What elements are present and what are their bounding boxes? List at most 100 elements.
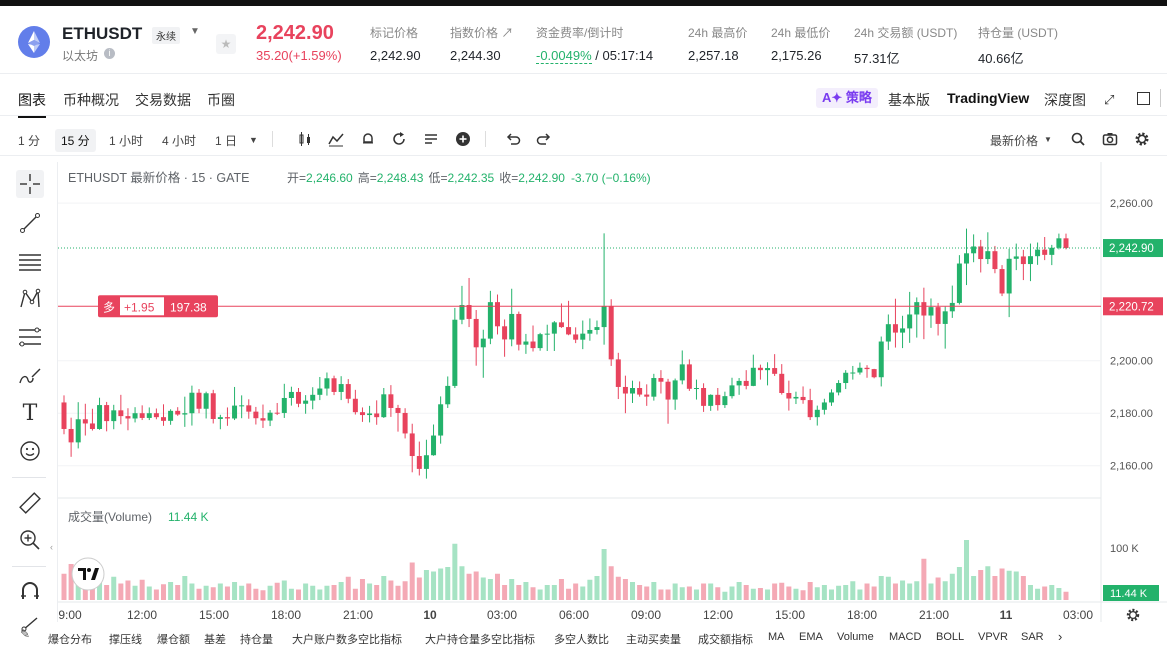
indicator-turnover[interactable]: 成交额指标 — [698, 634, 753, 646]
volume-bar — [871, 586, 877, 600]
chevron-right-icon[interactable]: › — [1058, 629, 1063, 644]
redo-icon[interactable] — [536, 131, 552, 147]
undo-icon[interactable] — [505, 131, 521, 147]
tab-chart[interactable]: 图表 — [18, 90, 46, 118]
candle-body — [651, 378, 657, 397]
alert-icon[interactable] — [360, 131, 376, 147]
timeframe-dropdown-icon[interactable]: ▼ — [249, 135, 258, 145]
stat-index-price[interactable]: 指数价格 ↗ 2,244.30 — [450, 26, 514, 63]
volume-bar — [601, 549, 607, 600]
chart-title: ETHUSDT 最新价格 · 15 · GATE — [68, 170, 250, 185]
indicator-boll[interactable]: BOLL — [936, 631, 965, 643]
volume-value: 11.44 K — [168, 510, 208, 524]
indicator-top-position-ratio[interactable]: 大户持仓量多空比指标 — [425, 634, 535, 646]
candle-body — [693, 388, 699, 390]
search-icon[interactable] — [1070, 131, 1086, 147]
zoom-in-icon[interactable] — [16, 526, 44, 554]
view-basic[interactable]: 基本版 — [888, 92, 930, 108]
templates-icon[interactable] — [423, 131, 439, 147]
pattern-icon[interactable] — [16, 285, 44, 313]
tab-coin-overview[interactable]: 币种概况 — [63, 92, 119, 108]
info-icon[interactable]: i — [104, 48, 115, 59]
volume-bar — [665, 589, 671, 600]
trend-line-icon[interactable] — [16, 209, 44, 237]
timeframe-1h[interactable]: 1 小时 — [109, 134, 144, 148]
text-tool-icon[interactable]: T — [22, 400, 38, 426]
ai-strategy-button[interactable]: A✦ 策略 — [816, 88, 878, 108]
volume-bar — [964, 540, 970, 600]
volume-bar — [750, 588, 756, 600]
volume-bar — [779, 582, 785, 600]
tab-trade-data[interactable]: 交易数据 — [135, 92, 191, 108]
candle-body — [630, 388, 636, 394]
volume-bar — [956, 567, 962, 600]
fullscreen-icon[interactable]: ⤢ — [1104, 92, 1115, 107]
emoji-icon[interactable] — [16, 437, 44, 465]
replay-icon[interactable] — [391, 131, 407, 147]
lock-drawings-icon[interactable] — [16, 614, 44, 634]
candle-body — [210, 393, 216, 419]
settings-gear-icon[interactable] — [1134, 131, 1150, 147]
candle-body — [729, 385, 735, 397]
timeframe-1m[interactable]: 1 分 — [18, 134, 41, 148]
timeframe-1d[interactable]: 1 日 — [215, 134, 238, 148]
ruler-icon[interactable] — [16, 489, 44, 517]
candle-body — [494, 302, 500, 327]
indicator-liquidation-map[interactable]: 爆仓分布 — [48, 634, 92, 646]
volume-last-label: 11.44 K — [1110, 588, 1148, 600]
candle-body — [381, 394, 387, 418]
indicator-open-interest[interactable]: 持仓量 — [240, 634, 273, 646]
candle-body — [736, 380, 742, 386]
indicator-volume[interactable]: Volume — [837, 631, 874, 643]
indicator-vpvr[interactable]: VPVR — [978, 631, 1008, 643]
volume-bar — [175, 585, 181, 600]
view-tradingview[interactable]: TradingView — [947, 90, 1030, 106]
last-price-label: 2,242.90 — [1109, 243, 1154, 255]
price-chart[interactable]: 2,260.00 2,200.00 2,180.00 2,160.00 2,242.9… — [58, 162, 1167, 622]
add-icon[interactable] — [455, 131, 471, 147]
volume-bar — [516, 585, 522, 600]
indicator-support-resistance[interactable]: 撑压线 — [109, 634, 142, 646]
timeframe-4h[interactable]: 4 小时 — [162, 134, 197, 148]
settings-gear-icon[interactable] — [1126, 608, 1140, 622]
candle-body — [658, 378, 664, 382]
drawing-tools-icon[interactable]: ✎ — [20, 627, 31, 641]
candle-body — [160, 417, 166, 421]
indicator-ema[interactable]: EMA — [799, 631, 823, 643]
indicator-top-account-ratio[interactable]: 大户账户数多空比指标 — [292, 634, 402, 646]
fib-lines-icon[interactable] — [16, 323, 44, 351]
x-tick-label: 15:00 — [775, 608, 805, 622]
camera-icon[interactable] — [1102, 131, 1118, 147]
brush-icon[interactable] — [16, 362, 44, 390]
tab-coin-circle[interactable]: 币圈 — [207, 92, 235, 108]
timeframe-15m[interactable]: 15 分 — [55, 129, 96, 152]
candle-type-icon[interactable] — [297, 131, 313, 147]
volume-bar — [985, 566, 991, 600]
indicator-sar[interactable]: SAR — [1021, 631, 1044, 643]
chevron-down-icon[interactable]: ▼ — [1044, 135, 1052, 144]
collapse-toolbar-icon[interactable]: ‹ — [50, 542, 53, 552]
candle-body — [985, 251, 991, 260]
indicators-icon[interactable] — [328, 131, 344, 147]
candle-body — [900, 328, 906, 333]
indicator-liquidation-amount[interactable]: 爆仓额 — [157, 634, 190, 646]
indicator-long-short-ratio[interactable]: 多空人数比 — [554, 634, 609, 646]
indicator-taker-volume[interactable]: 主动买卖量 — [626, 634, 681, 646]
chevron-down-icon[interactable]: ▼ — [190, 26, 200, 37]
favorite-star-icon[interactable]: ★ — [216, 34, 236, 54]
window-icon[interactable] — [1137, 92, 1150, 105]
crosshair-icon[interactable] — [16, 170, 44, 198]
price-type-select[interactable]: 最新价格 — [990, 134, 1039, 148]
candle-body — [97, 405, 103, 429]
indicator-macd[interactable]: MACD — [889, 631, 922, 643]
indicator-ma[interactable]: MA — [768, 631, 785, 643]
ohlc-legend: 开=2,246.60 高=2,248.43 低=2,242.35 收=2,242.90… — [287, 170, 651, 185]
candle-body — [757, 367, 763, 371]
symbol-title[interactable]: ETHUSDT — [62, 24, 143, 43]
eth-logo-icon — [18, 26, 50, 58]
indicator-basis[interactable]: 基差 — [204, 634, 226, 646]
horizontal-lines-icon[interactable] — [16, 248, 44, 276]
x-tick-label: 21:00 — [919, 608, 949, 622]
magnet-icon[interactable] — [16, 577, 44, 605]
view-depth[interactable]: 深度图 — [1044, 92, 1086, 108]
